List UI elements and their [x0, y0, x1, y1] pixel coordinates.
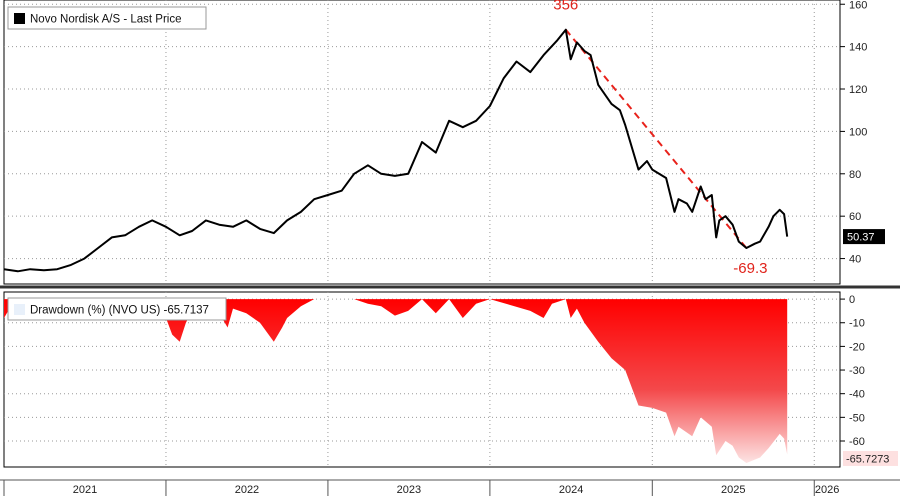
drawdown-area	[4, 299, 788, 463]
trough-annotation: -69.3	[733, 260, 767, 277]
price-legend-label: Novo Nordisk A/S - Last Price	[30, 14, 181, 26]
last-drawdown-box	[843, 450, 898, 466]
price-tick-label: 160	[849, 0, 867, 11]
year-label: 2024	[559, 484, 583, 496]
price-tick-label: 80	[849, 169, 861, 181]
drawdown-legend-label: Drawdown (%) (NVO US) -65.7137	[30, 305, 209, 317]
last-drawdown-value: -65.7273	[846, 453, 889, 465]
price-tick-label: 100	[849, 126, 867, 138]
drawdown-tick-label: -60	[849, 436, 865, 448]
price-legend-swatch	[14, 13, 25, 24]
drawdown-tick-label: -40	[849, 389, 865, 401]
price-tick-label: 120	[849, 84, 867, 96]
bottom-panel-frame	[3, 291, 841, 468]
price-series-line	[4, 28, 789, 273]
price-legend-box	[7, 6, 207, 30]
top-grid	[4, 0, 840, 284]
price-tick-label: 40	[849, 254, 861, 266]
drawdown-legend-box	[7, 297, 227, 321]
top-panel-frame	[3, 0, 841, 285]
year-label: 2025	[721, 484, 745, 496]
last-drawdown-label: -65.7273	[843, 450, 898, 466]
year-label: 2021	[73, 484, 97, 496]
last-price-label: 50.37	[843, 229, 885, 245]
price-legend: Novo Nordisk A/S - Last Price	[7, 6, 207, 30]
drawdown-axis: 0 -10 -20 -30 -40 -50 -60	[840, 294, 865, 448]
year-axis: 2021 2022 2023 2024 2025 2026	[0, 479, 900, 496]
drawdown-legend-swatch	[14, 304, 25, 315]
price-axis: 40 60 80 100 120 140 160	[840, 0, 867, 266]
price-tick-label: 140	[849, 42, 867, 54]
drawdown-tick-label: -30	[849, 365, 865, 377]
last-price-value: 50.37	[847, 232, 875, 244]
last-price-box	[843, 229, 885, 245]
price-tick-label: 60	[849, 211, 861, 223]
year-label: 2023	[397, 484, 421, 496]
year-label: 2026	[815, 484, 839, 496]
drawdown-tick-label: -50	[849, 412, 865, 424]
year-label: 2022	[235, 484, 259, 496]
drawdown-legend: Drawdown (%) (NVO US) -65.7137	[7, 297, 227, 321]
drawdown-tick-label: 0	[849, 294, 855, 306]
drawdown-tick-label: -20	[849, 341, 865, 353]
drawdown-tick-label: -10	[849, 318, 865, 330]
peak-annotation: 356	[553, 0, 578, 14]
